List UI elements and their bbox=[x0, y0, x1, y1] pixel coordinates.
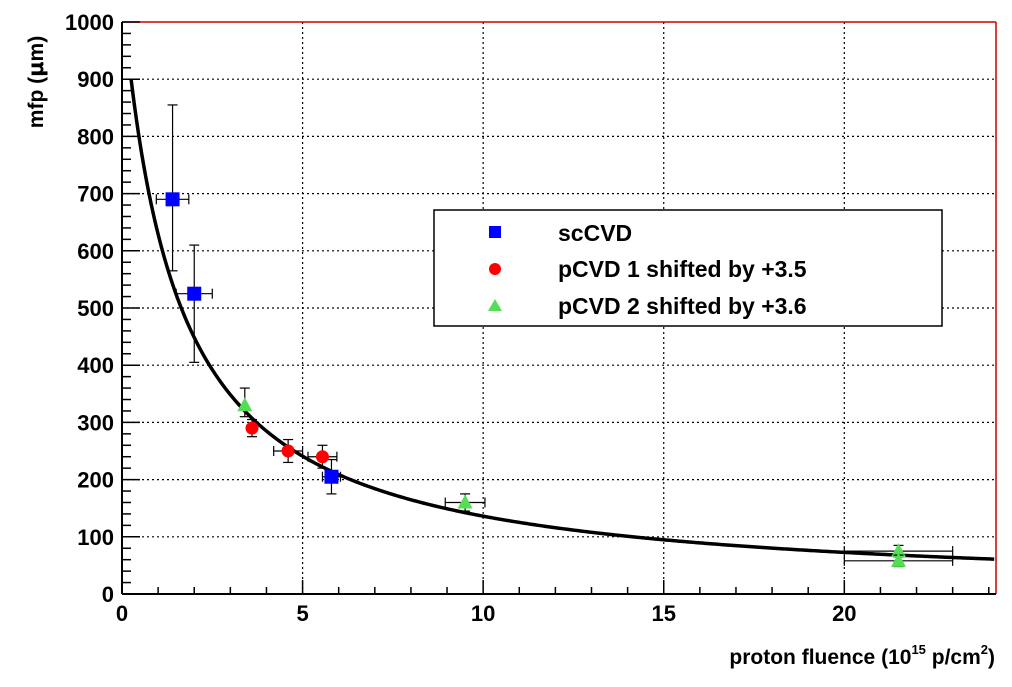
data-point-circle bbox=[315, 450, 329, 464]
legend-marker-pcvd1 bbox=[489, 263, 501, 275]
data-point-triangle bbox=[890, 552, 906, 567]
data-points bbox=[155, 104, 954, 568]
legend-label-sccvd: scCVD bbox=[558, 220, 632, 246]
data-point-square bbox=[165, 192, 180, 207]
legend: scCVD pCVD 1 shifted by +3.5 pCVD 2 shif… bbox=[433, 209, 943, 327]
legend-label-pcvd1: pCVD 1 shifted by +3.5 bbox=[558, 256, 807, 282]
y-tick-label: 1000 bbox=[65, 10, 114, 35]
data-point-square bbox=[187, 286, 202, 301]
series-0 bbox=[155, 104, 342, 495]
legend-marker-pcvd2 bbox=[488, 299, 502, 311]
x-tick-label: 20 bbox=[832, 601, 856, 626]
y-tick-label: 600 bbox=[77, 239, 114, 264]
y-tick-label: 300 bbox=[77, 410, 114, 435]
y-axis-title: mfp (μm) bbox=[24, 36, 48, 128]
grid-lines bbox=[122, 22, 996, 594]
x-tick-label: 0 bbox=[116, 601, 128, 626]
fit-curve-group bbox=[129, 78, 995, 561]
legend-label-pcvd2: pCVD 2 shifted by +3.6 bbox=[558, 293, 807, 319]
y-tick-label: 0 bbox=[102, 582, 114, 607]
data-point-circle bbox=[245, 421, 259, 435]
fit-curve bbox=[129, 78, 995, 561]
legend-box bbox=[433, 209, 943, 327]
data-point-triangle bbox=[890, 543, 906, 558]
y-tick-label: 500 bbox=[77, 296, 114, 321]
data-point-circle bbox=[281, 444, 295, 458]
y-tick-label: 100 bbox=[77, 525, 114, 550]
data-point-square bbox=[324, 469, 339, 484]
x-axis-title: proton fluence (1015 p/cm2) bbox=[729, 642, 995, 669]
series-1 bbox=[245, 418, 338, 469]
y-tick-label: 900 bbox=[77, 67, 114, 92]
x-tick-label: 15 bbox=[651, 601, 675, 626]
x-tick-label: 5 bbox=[296, 601, 308, 626]
y-tick-label: 800 bbox=[77, 124, 114, 149]
series-2 bbox=[237, 387, 954, 568]
y-tick-label: 700 bbox=[77, 182, 114, 207]
y-tick-label: 200 bbox=[77, 468, 114, 493]
data-point-triangle bbox=[237, 397, 253, 412]
legend-marker-sccvd bbox=[489, 226, 501, 238]
y-tick-label: 400 bbox=[77, 353, 114, 378]
x-tick-label: 10 bbox=[471, 601, 495, 626]
data-point-triangle bbox=[457, 494, 473, 509]
